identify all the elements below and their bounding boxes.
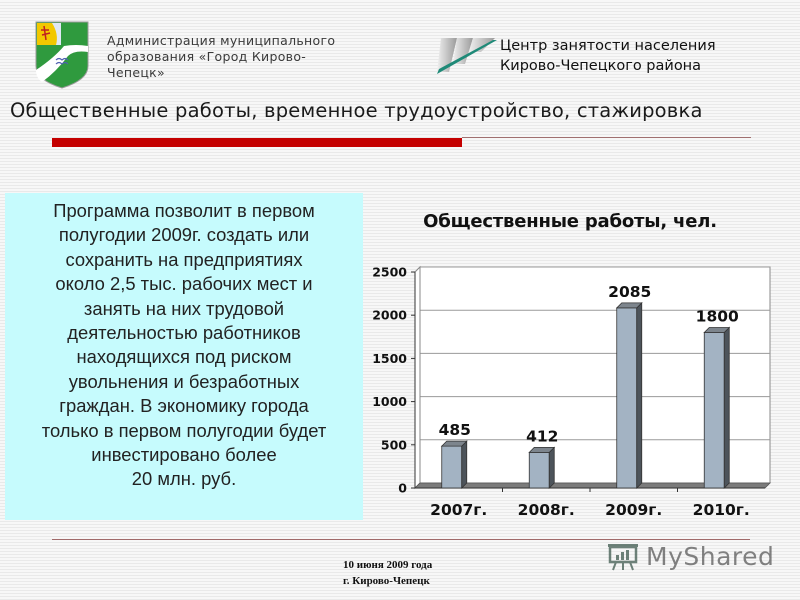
bar-chart: 0 500 1000 1500 2000 2500 485 412 2085 1800 2007… — [372, 265, 771, 519]
data-label: 412 — [526, 427, 558, 445]
watermark-text: MyShared — [646, 541, 775, 571]
coat-of-arms-icon — [35, 21, 89, 89]
bar-2008г. — [528, 446, 556, 489]
data-label: 2085 — [608, 283, 651, 301]
employment-center-name: Центр занятости населения Кирово-Чепецко… — [500, 36, 790, 76]
admin-line-2: образования «Город Кирово- — [107, 49, 307, 64]
presentation-board-icon — [608, 544, 638, 571]
administration-name: Администрация муниципального образования… — [107, 33, 367, 81]
title-accent-bar — [52, 138, 462, 147]
employment-center-logo-icon — [437, 38, 497, 74]
bar-2009г. — [615, 301, 643, 489]
y-tick-label: 2000 — [372, 308, 407, 323]
x-tick-label: 2007г. — [430, 501, 487, 519]
y-axis-ticks: 0 500 1000 1500 2000 2500 — [372, 265, 415, 496]
y-tick-label: 1500 — [372, 351, 407, 366]
footer-date: 10 июня 2009 года — [343, 559, 433, 571]
data-label: 485 — [439, 421, 471, 439]
y-tick-label: 2500 — [372, 265, 407, 280]
info-text-box: Программа позволит в первом полугодии 20… — [5, 193, 363, 520]
info-text: Программа позволит в первом полугодии 20… — [41, 200, 327, 490]
slide-title: Общественные работы, временное трудоустр… — [10, 99, 703, 122]
y-tick-label: 1000 — [372, 394, 407, 409]
x-tick-label: 2009г. — [605, 501, 662, 519]
bar-2010г. — [703, 326, 731, 489]
x-tick-label: 2010г. — [693, 501, 750, 519]
x-tick-label: 2008г. — [518, 501, 575, 519]
data-label: 1800 — [696, 307, 739, 325]
bars: 485 412 2085 1800 — [439, 283, 739, 489]
footer-divider-line — [52, 539, 750, 540]
title-divider-line — [462, 137, 751, 138]
center-line-1: Центр занятости населения — [500, 38, 716, 54]
footer-city: г. Кирово-Чепецк — [343, 575, 430, 587]
center-line-2: Кирово-Чепецкого района — [500, 58, 702, 74]
y-tick-label: 0 — [398, 481, 407, 496]
y-tick-label: 500 — [381, 437, 407, 452]
x-axis-labels: 2007г. 2008г. 2009г. 2010г. — [430, 488, 750, 519]
watermark: MyShared — [606, 538, 774, 574]
admin-line-3: Чепецк» — [107, 65, 165, 80]
bar-2007г. — [440, 440, 468, 489]
admin-line-1: Администрация муниципального — [107, 33, 336, 48]
footer-date-place: 10 июня 2009 года г. Кирово-Чепецк — [343, 557, 432, 589]
chart-title: Общественные работы, чел. — [423, 211, 717, 232]
